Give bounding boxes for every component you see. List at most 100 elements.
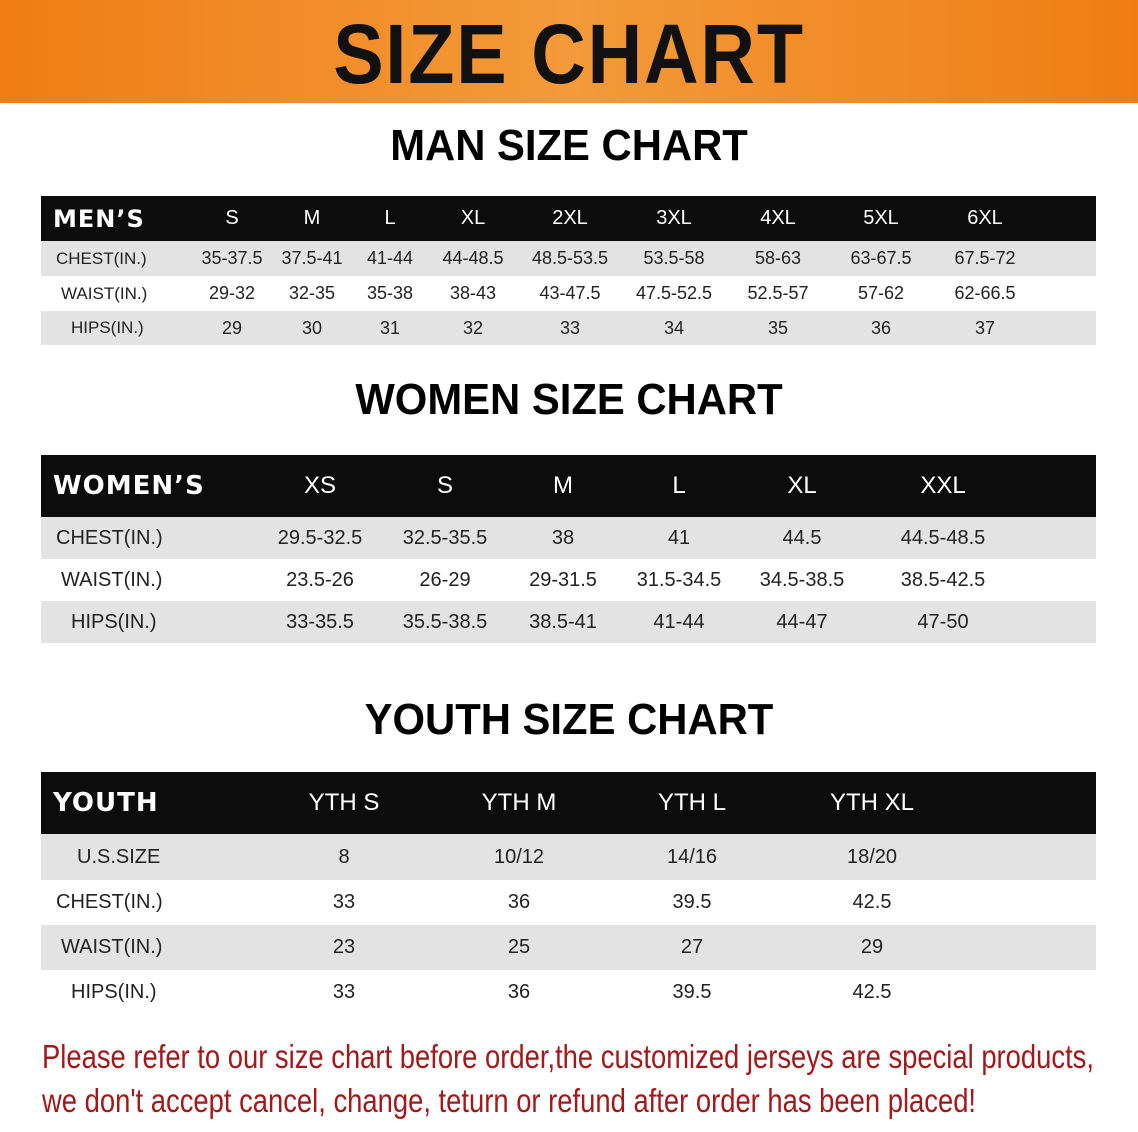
measurement-cell: 58-63	[754, 248, 802, 269]
row-label: HIPS(IN.)	[71, 981, 157, 1003]
men-section-title: MAN SIZE CHART	[390, 121, 748, 170]
row-label: CHEST(IN.)	[56, 526, 163, 549]
measurement-cell: 57-62	[857, 283, 905, 304]
youth-size-header: YTH M	[481, 789, 557, 817]
women-table-row: WAIST(IN.) 23.5-26 26-29 29-31.5 31.5-34.5 34…	[41, 559, 1096, 601]
measurement-cell: 43-47.5	[539, 283, 601, 304]
row-label: WAIST(IN.)	[61, 568, 163, 591]
measurement-cell: 42.5	[852, 891, 892, 913]
measurement-cell: 52.5-57	[747, 283, 809, 304]
notice-line-2: we don't accept cancel, change, teturn o…	[42, 1082, 977, 1119]
measurement-cell: 31	[379, 317, 401, 338]
measurement-cell: 34	[663, 317, 685, 338]
men-table-row: HIPS(IN.) 29 30 31 32 33 34 35 36 37	[41, 311, 1096, 345]
measurement-cell: 41-44	[653, 610, 705, 633]
measurement-cell: 8	[338, 845, 350, 868]
women-size-header: XL	[787, 472, 817, 500]
measurement-cell: 32	[462, 317, 484, 338]
measurement-cell: 33	[332, 981, 356, 1003]
measurement-cell: 25	[507, 936, 531, 958]
measurement-cell: 37.5-41	[281, 248, 343, 269]
youth-size-header: YTH L	[657, 789, 727, 817]
measurement-cell: 35.5-38.5	[402, 610, 488, 633]
measurement-cell: 67.5-72	[954, 248, 1016, 269]
measurement-cell: 31.5-34.5	[636, 568, 722, 591]
measurement-cell: 63-67.5	[850, 248, 912, 269]
women-size-header: XS	[303, 472, 337, 500]
measurement-cell: 47-50	[917, 610, 969, 633]
row-label: WAIST(IN.)	[61, 283, 148, 303]
measurement-cell: 33	[332, 891, 356, 913]
row-label: WAIST(IN.)	[61, 936, 163, 958]
banner-title: SIZE CHART	[333, 7, 805, 101]
youth-header-row: YOUTH YTH S YTH M YTH L YTH XL	[41, 772, 1096, 834]
youth-table-row: WAIST(IN.) 23 25 27 29	[41, 925, 1096, 970]
measurement-cell: 35-38	[366, 283, 414, 304]
measurement-cell: 53.5-58	[643, 248, 705, 269]
measurement-cell: 44.5-48.5	[900, 526, 986, 549]
women-table-row: CHEST(IN.) 29.5-32.5 32.5-35.5 38 41 44.5 44.5…	[41, 517, 1096, 559]
women-size-header: M	[553, 472, 573, 500]
measurement-cell: 34.5-38.5	[759, 568, 845, 591]
size-chart-banner: SIZE CHART	[0, 0, 1138, 103]
men-table-row: WAIST(IN.) 29-32 32-35 35-38 38-43 43-47.5 47.…	[41, 276, 1096, 311]
measurement-cell: 27	[680, 936, 704, 958]
measurement-cell: 39.5	[672, 981, 712, 1003]
measurement-cell: 38.5-42.5	[900, 568, 986, 591]
measurement-cell: 44-48.5	[442, 248, 504, 269]
measurement-cell: 42.5	[852, 981, 892, 1003]
measurement-cell: 33	[559, 317, 581, 338]
women-table-row: HIPS(IN.) 33-35.5 35.5-38.5 38.5-41 41-44 44-…	[41, 601, 1096, 643]
men-size-header: 2XL	[552, 207, 588, 229]
measurement-cell: 44.5	[782, 526, 822, 549]
measurement-cell: 35-37.5	[201, 248, 263, 269]
measurement-cell: 23.5-26	[286, 568, 354, 591]
youth-section-title: YOUTH SIZE CHART	[364, 695, 774, 744]
row-label: U.S.SIZE	[77, 845, 161, 868]
measurement-cell: 41-44	[366, 248, 414, 269]
men-size-header: 6XL	[967, 207, 1003, 229]
measurement-cell: 18/20	[846, 845, 898, 868]
measurement-cell: 29.5-32.5	[277, 526, 363, 549]
row-label: CHEST(IN.)	[56, 248, 147, 268]
youth-table-row: CHEST(IN.) 33 36 39.5 42.5	[41, 880, 1096, 925]
measurement-cell: 38.5-41	[529, 610, 597, 633]
youth-header-label: YOUTH	[53, 788, 159, 819]
measurement-cell: 29-31.5	[529, 568, 597, 591]
row-label: HIPS(IN.)	[71, 610, 157, 633]
measurement-cell: 44-47	[776, 610, 828, 633]
measurement-cell: 38-43	[449, 283, 497, 304]
measurement-cell: 26-29	[419, 568, 471, 591]
measurement-cell: 36	[870, 317, 892, 338]
women-section-title: WOMEN SIZE CHART	[355, 375, 783, 424]
men-size-header: 3XL	[656, 207, 692, 229]
youth-size-header: YTH S	[308, 789, 380, 817]
measurement-cell: 48.5-53.5	[531, 248, 609, 269]
measurement-cell: 29-32	[208, 283, 256, 304]
measurement-cell: 37	[974, 317, 996, 338]
men-size-header: L	[384, 207, 396, 229]
row-label: CHEST(IN.)	[56, 891, 163, 913]
women-size-header: S	[436, 472, 454, 500]
measurement-cell: 23	[332, 936, 356, 958]
youth-size-header: YTH XL	[829, 789, 915, 817]
measurement-cell: 38	[551, 526, 575, 549]
measurement-cell: 14/16	[666, 845, 718, 868]
measurement-cell: 36	[507, 981, 531, 1003]
measurement-cell: 41	[667, 526, 691, 549]
measurement-cell: 29	[221, 317, 243, 338]
women-size-header: XXL	[920, 472, 966, 500]
measurement-cell: 29	[860, 936, 884, 958]
youth-table-row: U.S.SIZE 8 10/12 14/16 18/20	[41, 834, 1096, 880]
men-size-header: M	[303, 207, 321, 229]
measurement-cell: 32-35	[288, 283, 336, 304]
measurement-cell: 36	[507, 891, 531, 913]
men-header-row: MEN’S S M L XL 2XL 3XL 4XL 5XL 6XL	[41, 196, 1096, 241]
measurement-cell: 62-66.5	[954, 283, 1016, 304]
measurement-cell: 33-35.5	[286, 610, 354, 633]
measurement-cell: 39.5	[672, 891, 712, 913]
men-size-header: 5XL	[863, 207, 899, 229]
men-size-header: XL	[460, 207, 486, 229]
measurement-cell: 10/12	[493, 845, 545, 868]
row-label: HIPS(IN.)	[71, 318, 144, 338]
